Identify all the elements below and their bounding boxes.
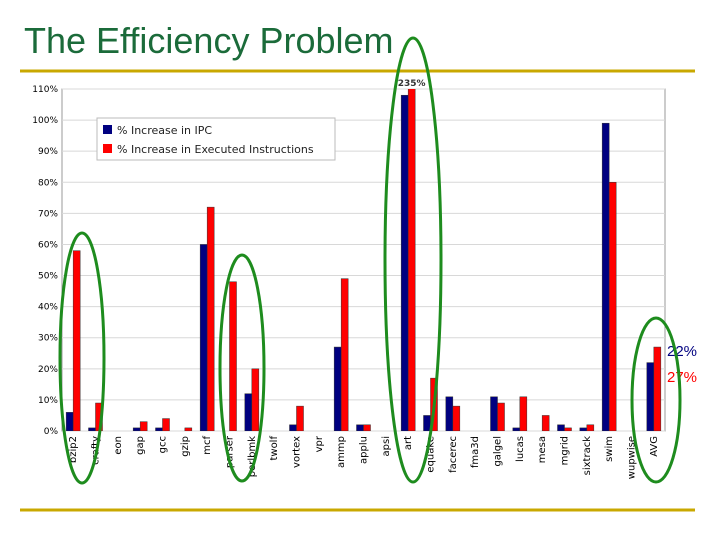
y-tick-label: 60% bbox=[38, 240, 58, 250]
x-tick-label: perlbmk bbox=[247, 436, 258, 477]
x-tick-label: mgrid bbox=[560, 436, 571, 465]
x-tick-label: facerec bbox=[448, 436, 459, 473]
bar bbox=[65, 412, 74, 431]
bar bbox=[519, 396, 528, 431]
x-tick-label: galgel bbox=[493, 436, 504, 467]
legend-box bbox=[96, 117, 336, 161]
bar bbox=[601, 122, 610, 431]
x-tick-label: wupwise bbox=[627, 436, 638, 479]
x-tick-label: swim bbox=[604, 436, 615, 462]
bar bbox=[139, 421, 148, 431]
legend: % Increase in IPC % Increase in Executed … bbox=[96, 117, 336, 161]
bar bbox=[363, 424, 371, 431]
slide-title: The Efficiency Problem bbox=[24, 20, 394, 61]
highlight-ellipse bbox=[218, 253, 266, 483]
bar bbox=[512, 427, 521, 431]
y-tick-label: 80% bbox=[38, 178, 58, 188]
highlight-ellipse bbox=[58, 231, 106, 485]
legend-label: % Increase in Executed Instructions bbox=[117, 143, 314, 156]
bar bbox=[557, 424, 565, 431]
legend-swatch bbox=[103, 144, 112, 153]
value-label: 22% bbox=[667, 343, 697, 360]
x-tick-label: twolf bbox=[269, 436, 280, 461]
x-tick-label: vpr bbox=[314, 435, 325, 452]
bar bbox=[296, 405, 304, 431]
x-tick-label: gcc bbox=[158, 436, 169, 453]
x-tick-label: lucas bbox=[515, 436, 526, 462]
bar bbox=[229, 281, 237, 431]
bar bbox=[608, 182, 617, 431]
bar bbox=[579, 427, 588, 431]
y-tick-label: 20% bbox=[38, 365, 58, 375]
bar bbox=[497, 402, 505, 431]
bar bbox=[333, 346, 342, 431]
y-tick-label: 90% bbox=[38, 147, 58, 157]
y-tick-label: 10% bbox=[38, 396, 58, 406]
bar bbox=[155, 427, 163, 431]
highlight-ellipse bbox=[383, 36, 443, 484]
bar bbox=[400, 94, 409, 431]
bar bbox=[244, 393, 253, 431]
bar bbox=[423, 415, 431, 431]
bar bbox=[356, 424, 364, 431]
bar bbox=[199, 244, 208, 431]
x-tick-label: vortex bbox=[292, 436, 303, 468]
bar bbox=[445, 396, 454, 431]
y-tick-label: 100% bbox=[32, 116, 58, 126]
legend-swatch bbox=[103, 125, 112, 134]
bar bbox=[132, 427, 141, 431]
bar bbox=[184, 427, 193, 431]
x-tick-label: AVG bbox=[649, 436, 660, 457]
x-tick-label: parser bbox=[225, 435, 236, 468]
x-tick-label: gzip bbox=[180, 436, 191, 457]
x-tick-label: ammp bbox=[336, 436, 347, 468]
bar bbox=[289, 424, 297, 431]
bar bbox=[72, 250, 81, 431]
x-tick-label: sixtrack bbox=[582, 436, 593, 476]
x-tick-label: eon bbox=[113, 436, 124, 455]
y-tick-label: 50% bbox=[38, 272, 58, 282]
x-tick-label: bzip2 bbox=[68, 436, 79, 463]
value-label: 235% bbox=[398, 79, 426, 89]
bar bbox=[646, 362, 655, 431]
bar bbox=[88, 427, 96, 431]
x-tick-label: equake bbox=[426, 436, 437, 473]
x-tick-label: applu bbox=[359, 436, 370, 464]
y-tick-label: 40% bbox=[38, 303, 58, 313]
bar bbox=[653, 346, 662, 431]
y-tick-label: 110% bbox=[32, 85, 58, 95]
x-tick-label: apsi bbox=[381, 436, 392, 456]
bar bbox=[251, 368, 260, 431]
bar bbox=[452, 405, 461, 431]
highlight-ellipse bbox=[630, 316, 682, 484]
bar bbox=[206, 206, 215, 431]
bar bbox=[490, 396, 498, 431]
x-tick-label: mcf bbox=[202, 436, 213, 455]
y-tick-label: 0% bbox=[44, 427, 59, 437]
value-label: 27% bbox=[667, 369, 697, 386]
x-tick-label: gap bbox=[135, 436, 146, 455]
y-tick-label: 30% bbox=[38, 334, 58, 344]
x-tick-label: mesa bbox=[537, 436, 548, 463]
y-tick-label: 70% bbox=[38, 209, 58, 219]
bar bbox=[407, 89, 416, 431]
bar bbox=[340, 278, 349, 431]
x-tick-label: art bbox=[403, 436, 414, 450]
x-tick-label: fma3d bbox=[470, 436, 481, 468]
bar bbox=[586, 424, 595, 431]
bar bbox=[541, 415, 550, 431]
legend-label: % Increase in IPC bbox=[117, 124, 212, 137]
bar bbox=[564, 427, 572, 431]
bar bbox=[162, 418, 170, 431]
